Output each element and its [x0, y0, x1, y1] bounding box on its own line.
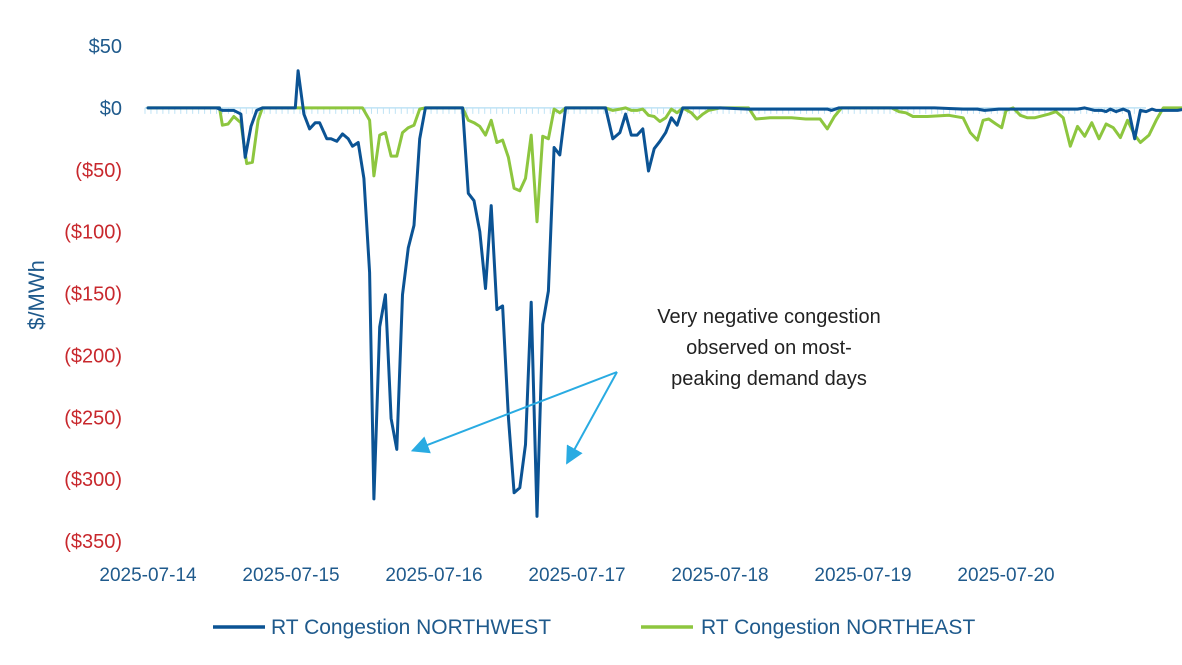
- y-tick-label: ($250): [64, 407, 122, 429]
- y-tick-label: $50: [89, 36, 122, 58]
- x-tick-label: 2025-07-19: [814, 565, 911, 586]
- x-tick-label: 2025-07-18: [671, 565, 768, 586]
- y-tick-label: $0: [100, 98, 122, 120]
- annotation-line-1: Very negative congestion: [657, 306, 881, 328]
- annotation-line-3: peaking demand days: [671, 368, 867, 390]
- annotation-arrows: [410, 371, 618, 465]
- series-line-northwest: [146, 69, 1182, 518]
- annotation-arrow: [410, 371, 618, 454]
- x-tick-label: 2025-07-14: [99, 565, 197, 586]
- legend: RT Congestion NORTHWEST RT Congestion NO…: [213, 616, 975, 639]
- y-tick-label: ($100): [64, 222, 122, 244]
- y-tick-label: ($150): [64, 284, 122, 306]
- annotation-arrow: [566, 371, 618, 465]
- y-tick-label: ($300): [64, 469, 122, 491]
- y-tick-label: ($350): [64, 531, 122, 553]
- legend-label-northeast: RT Congestion NORTHEAST: [701, 616, 975, 639]
- x-axis-ticks: 2025-07-14 2025-07-15 2025-07-16 2025-07-17…: [99, 565, 1054, 586]
- x-tick-label: 2025-07-16: [385, 565, 482, 586]
- annotation-line-2: observed on most-: [686, 337, 852, 359]
- series-layer: [146, 69, 1182, 518]
- y-tick-label: ($200): [64, 345, 122, 367]
- legend-label-northwest: RT Congestion NORTHWEST: [271, 616, 551, 639]
- y-tick-label: ($50): [75, 160, 122, 182]
- x-tick-label: 2025-07-17: [528, 565, 625, 586]
- x-tick-label: 2025-07-20: [957, 565, 1054, 586]
- series-line-northeast: [146, 106, 1182, 224]
- y-axis-label: $/MWh: [24, 260, 49, 330]
- x-tick-label: 2025-07-15: [242, 565, 339, 586]
- y-axis-ticks: $50 $0 ($50) ($100) ($150) ($200) ($250) ($300)…: [64, 36, 122, 553]
- annotation: Very negative congestion observed on mos…: [410, 306, 881, 465]
